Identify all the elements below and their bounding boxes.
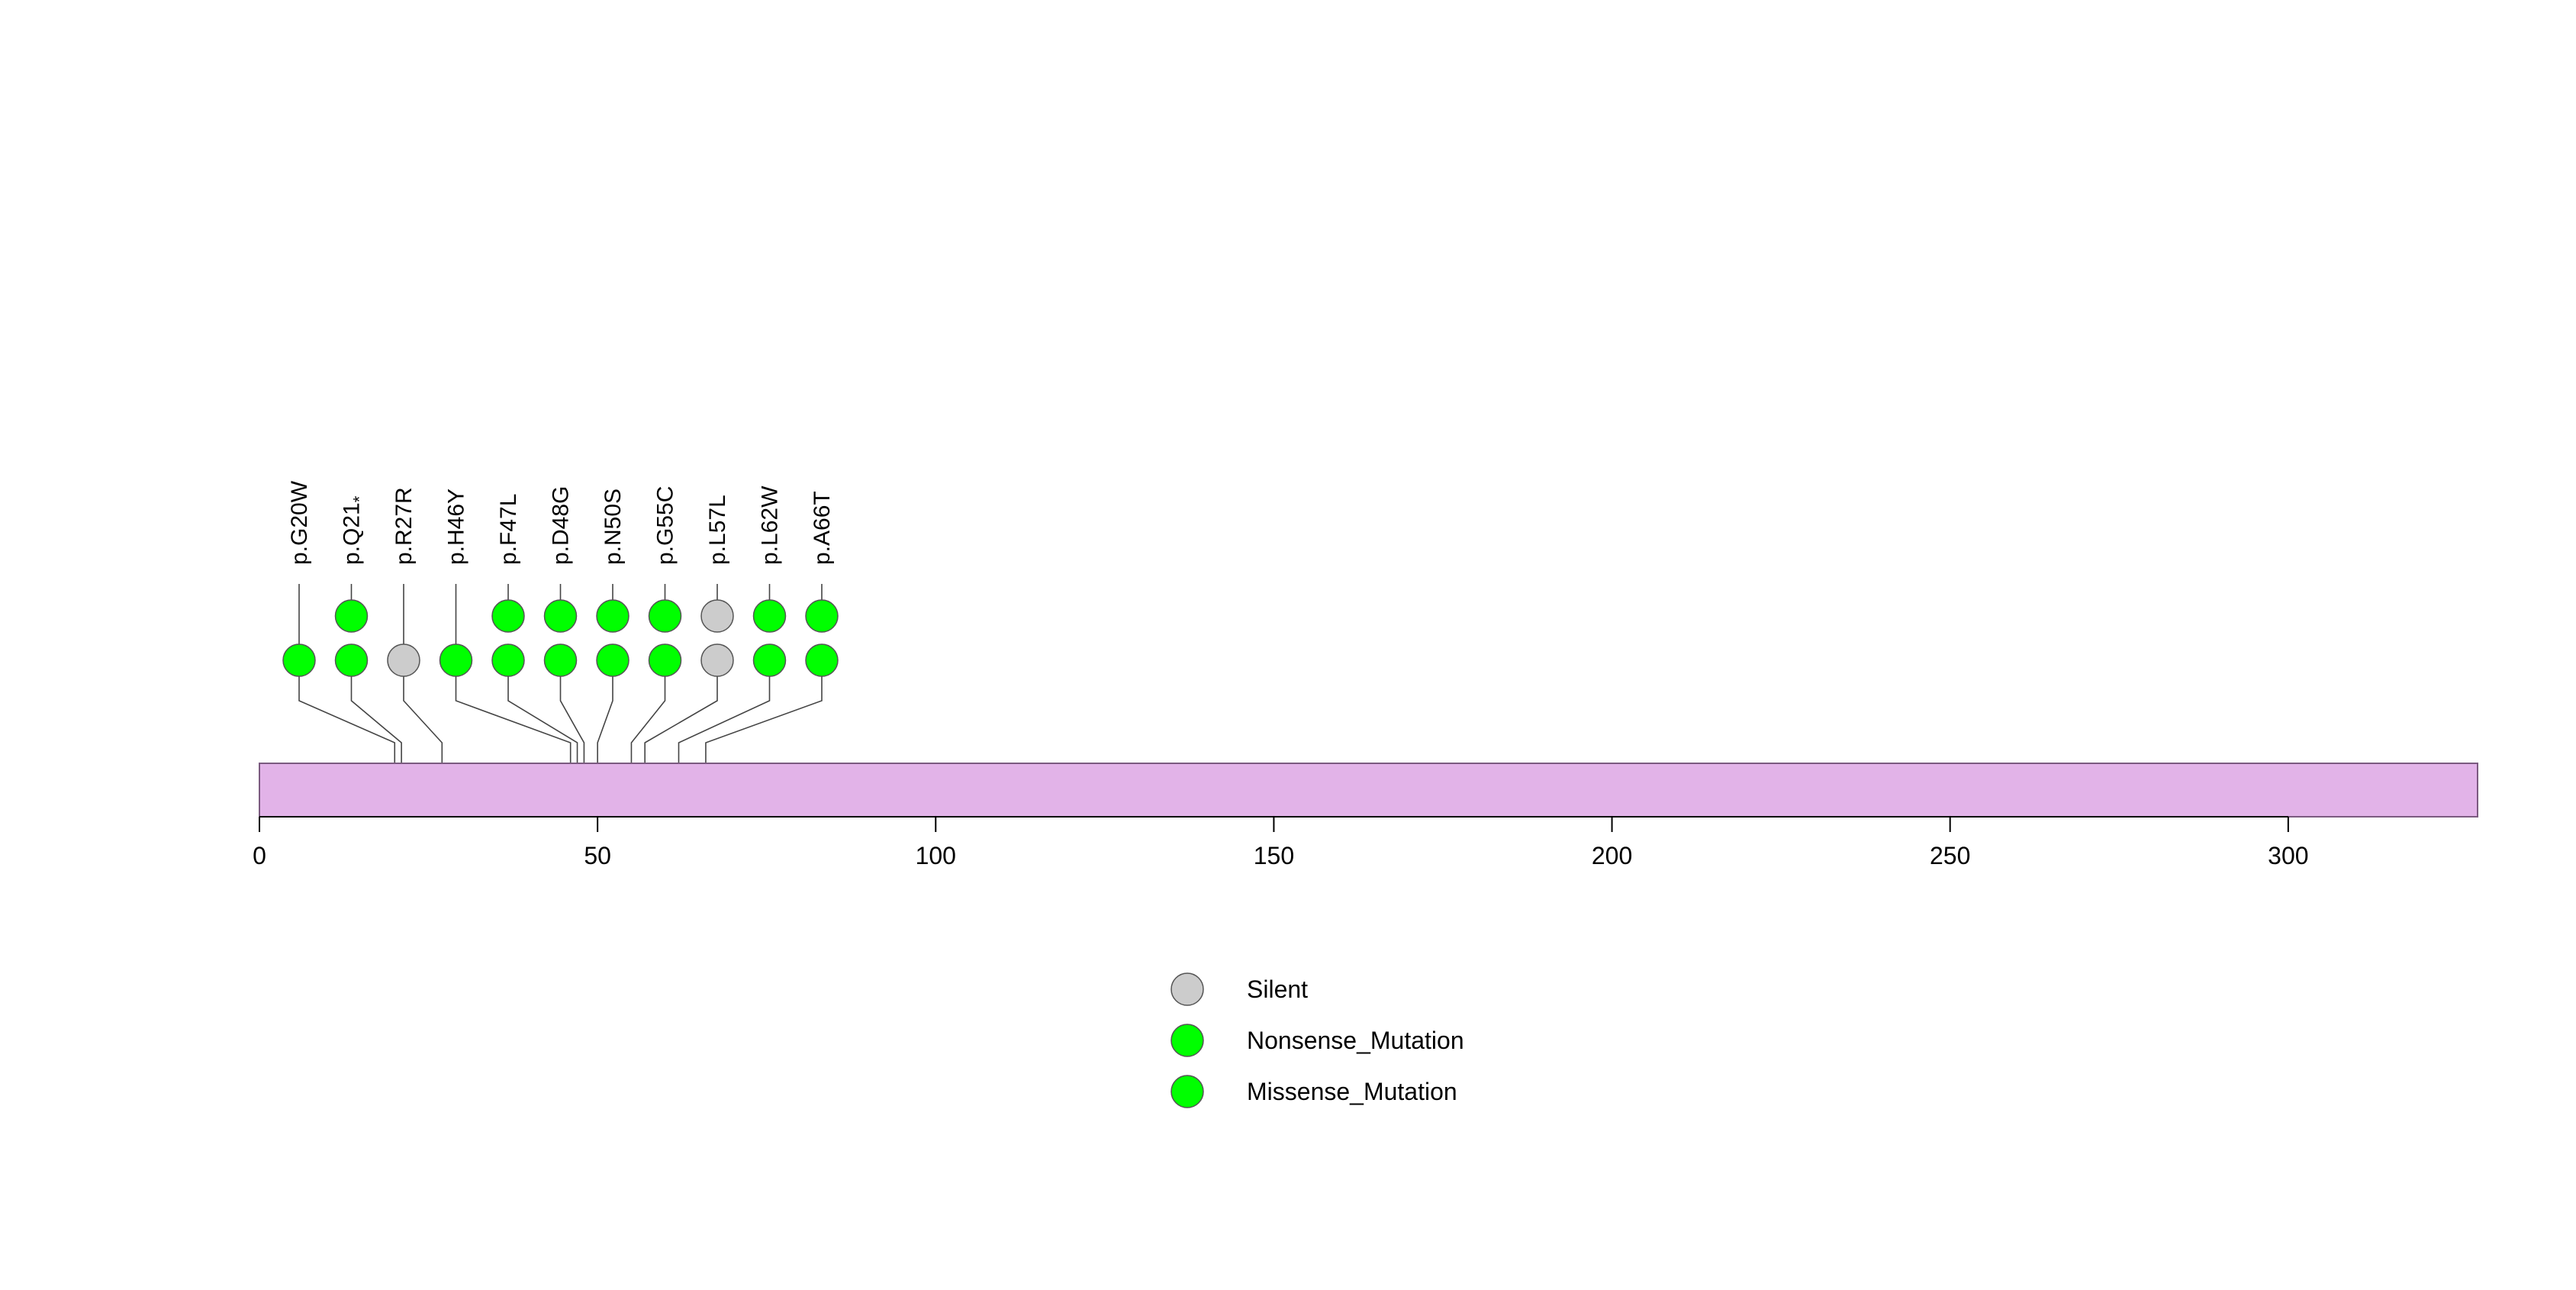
mutation-marker-missense <box>282 643 316 677</box>
mutation-label-text: p.Q21 <box>340 502 365 565</box>
mutation-label: p.N50S <box>601 489 626 565</box>
mutation-marker-missense <box>439 643 473 677</box>
mutation-marker-missense <box>543 643 578 677</box>
legend-marker-nonsense <box>1170 1024 1204 1057</box>
mutation-label: p.G55C <box>653 486 678 565</box>
mutation-marker-missense <box>805 643 839 677</box>
x-tick-label: 250 <box>1930 842 1970 869</box>
mutation-marker-silent <box>387 643 420 677</box>
mutation-marker-nonsense <box>334 599 369 633</box>
mutation-label-text: p.H46Y <box>444 489 469 565</box>
mutation-label: p.A66T <box>810 491 835 565</box>
x-axis: 0 50 100 150 200 250 300 <box>253 816 2309 869</box>
legend-label: Missense_Mutation <box>1247 1078 1457 1105</box>
x-tick-label: 100 <box>916 842 956 869</box>
mutation-label-text: p.L62W <box>758 485 783 565</box>
mutation-marker-missense <box>752 643 787 677</box>
mutation-marker-missense <box>648 643 682 677</box>
mutation-marker-missense <box>491 599 525 633</box>
lollipop-group: p.G20W p.Q21* p.R27R p.H46Y p.F47L p.D48G p.N5… <box>282 480 839 677</box>
legend-marker-silent <box>1170 972 1204 1006</box>
mutation-marker-missense <box>491 643 525 677</box>
legend: Silent Nonsense_Mutation Missense_Mutation <box>1170 972 1464 1108</box>
mutation-label: p.F47L <box>496 494 521 565</box>
legend-marker-missense <box>1170 1075 1204 1108</box>
mutation-label-text: p.G55C <box>653 486 678 565</box>
x-tick-label: 50 <box>584 842 611 869</box>
mutation-marker-missense <box>805 599 839 633</box>
mutation-marker-missense <box>596 599 630 633</box>
mutation-label-text: p.A66T <box>810 491 835 565</box>
mutation-label-text: p.D48G <box>549 486 574 565</box>
mutation-marker-silent <box>700 643 734 677</box>
mutation-label: p.G20W <box>287 480 312 565</box>
protein-domain-bar <box>259 763 2478 818</box>
mutation-label-text: p.G20W <box>287 480 312 565</box>
x-tick-label: 300 <box>2268 842 2308 869</box>
mutation-label: p.H46Y <box>444 489 469 565</box>
mutation-label: p.L62W <box>758 485 783 565</box>
x-tick-label: 0 <box>253 842 266 869</box>
mutation-marker-missense <box>752 599 787 633</box>
mutation-label: p.D48G <box>549 486 574 565</box>
mutation-label: p.Q21* <box>340 495 369 565</box>
legend-label: Silent <box>1247 976 1308 1003</box>
x-tick-label: 200 <box>1592 842 1632 869</box>
mutation-marker-missense <box>648 599 682 633</box>
mutation-marker-missense <box>596 643 630 677</box>
mutation-marker-silent <box>700 599 734 633</box>
mutation-label-text: p.R27R <box>391 487 417 565</box>
mutation-label-text: p.F47L <box>496 494 521 565</box>
mutation-label-text: p.L57L <box>705 495 730 565</box>
mutation-label: p.R27R <box>391 487 417 565</box>
mutation-label-text: p.N50S <box>601 489 626 565</box>
legend-label: Nonsense_Mutation <box>1247 1027 1464 1054</box>
mutation-label: p.L57L <box>705 495 730 565</box>
mutation-marker-missense <box>543 599 578 633</box>
x-tick-label: 150 <box>1254 842 1294 869</box>
mutation-label-sup: * <box>350 495 369 502</box>
mutation-marker-nonsense <box>334 643 369 677</box>
